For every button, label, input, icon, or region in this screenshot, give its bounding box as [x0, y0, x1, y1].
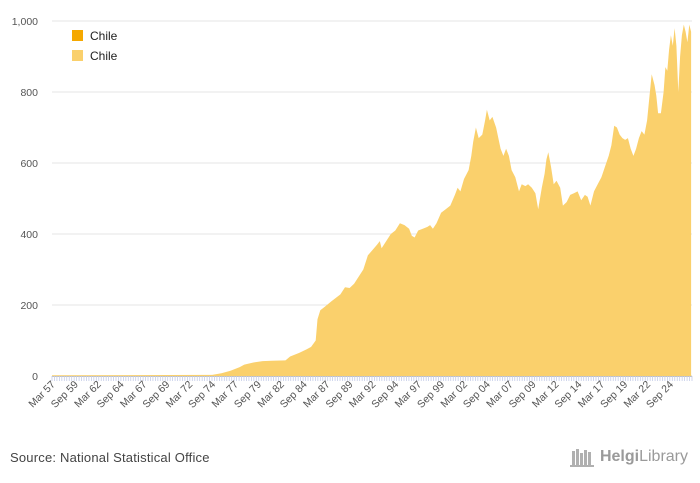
y-tick-label: 600 [20, 158, 38, 170]
logo-suffix: Library [639, 448, 688, 465]
legend-label: Chile [90, 49, 118, 63]
logo-brand: Helgi [599, 448, 640, 465]
y-tick-label: 200 [20, 300, 38, 312]
legend: Chile Chile [72, 29, 118, 63]
library-icon [569, 449, 594, 467]
source-note: Source: National Statistical Office [10, 450, 210, 465]
y-tick-label: 800 [20, 87, 38, 99]
series-area-chile [52, 24, 692, 376]
y-tick-label: 1,000 [12, 16, 38, 28]
y-tick-label: 400 [20, 229, 38, 241]
plot-area [52, 24, 692, 376]
y-tick-label: 0 [32, 371, 38, 383]
helgi-library-logo: HelgiLibrary [569, 447, 688, 467]
legend-swatch [72, 50, 83, 61]
legend-label: Chile [90, 29, 118, 43]
legend-swatch [72, 30, 83, 41]
y-axis: 0 200 400 600 800 1,000 [12, 16, 38, 383]
